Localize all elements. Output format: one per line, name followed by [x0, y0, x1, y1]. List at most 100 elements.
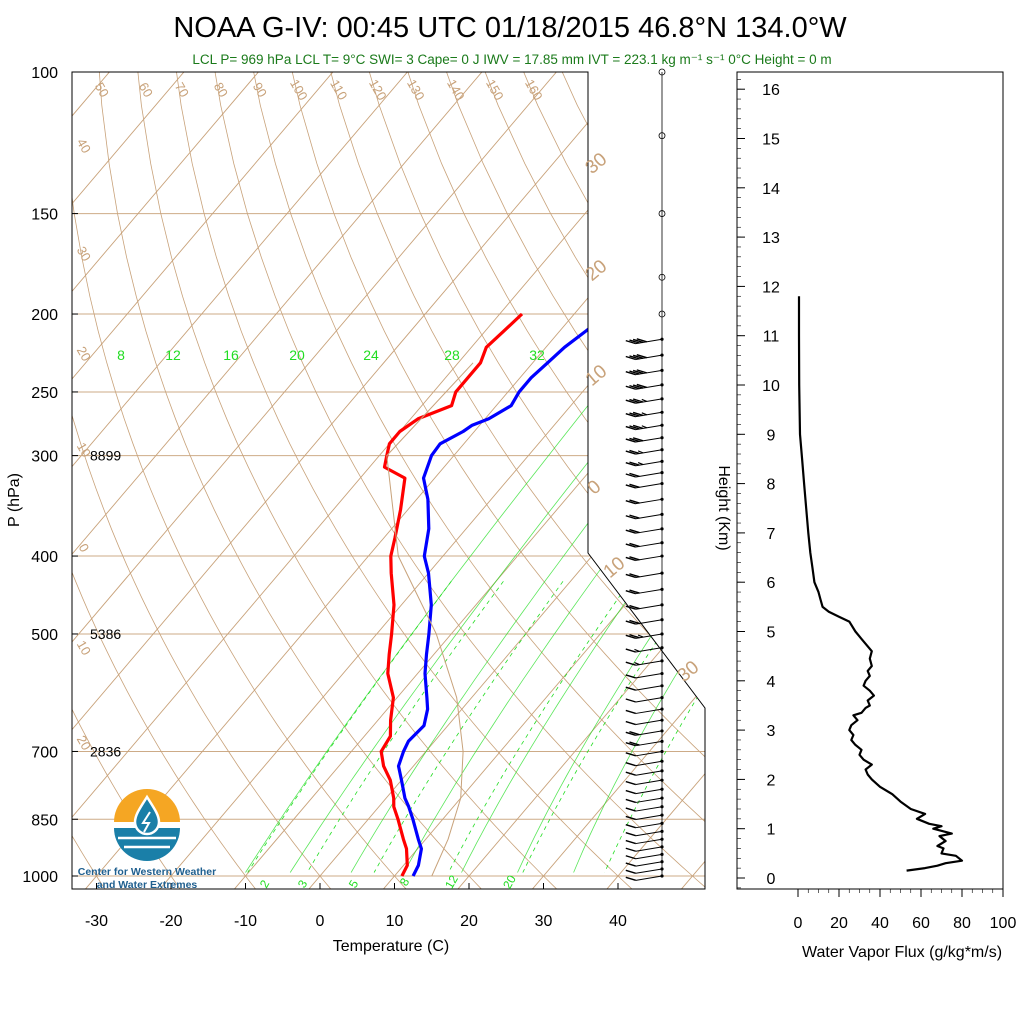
barb-flag [625, 798, 636, 804]
flux-y-tick-label: 13 [762, 230, 780, 247]
cw3e-logo: Center for Western Weather and Water Ext… [78, 789, 216, 891]
dry-adiabat-line [395, 72, 705, 889]
barb-flag [625, 399, 636, 404]
wind-barb [625, 813, 664, 821]
barb-dot [660, 813, 664, 817]
barb-flag [629, 483, 640, 488]
wind-barbs [625, 68, 666, 882]
barb-dot [660, 459, 664, 463]
barb-flag [625, 499, 636, 505]
barb-staff [635, 472, 663, 478]
isotherm-label: 120 [366, 77, 390, 103]
wind-barb [625, 659, 664, 666]
wind-barb [625, 337, 664, 345]
barb-flag [636, 369, 647, 374]
adiabat-label-right: 10 [600, 553, 630, 583]
adiabat-label-right: 10 [582, 361, 612, 391]
barb-staff [635, 853, 663, 860]
wind-barb [625, 383, 664, 390]
barb-flag [625, 529, 636, 534]
barb-flag [636, 354, 647, 359]
isotherm-line [72, 72, 216, 889]
mixing-ratio-label-lower: 2 [257, 877, 273, 890]
barb-flag [625, 869, 636, 874]
barb-flag [629, 398, 640, 404]
isotherm-line [305, 72, 705, 889]
barb-flag [629, 573, 640, 578]
dry-adiabat-line [72, 72, 184, 889]
wind-barb [625, 618, 664, 625]
barb-staff [635, 875, 663, 881]
flux-x-tick-label: 0 [794, 915, 803, 932]
barb-staff [635, 846, 663, 852]
isotherm-line [454, 72, 705, 889]
calm-wind-marker [658, 68, 666, 76]
wind-barb [625, 527, 664, 534]
mixing-ratio-label: 16 [223, 347, 239, 363]
barb-flag [629, 604, 640, 610]
adiabat-label-right: 30 [674, 657, 704, 687]
barb-staff [635, 868, 663, 874]
barb-dot [660, 632, 664, 636]
barb-flag [625, 815, 636, 821]
barb-flag [625, 789, 636, 795]
wind-barb [625, 571, 664, 579]
barb-flag [625, 847, 636, 852]
flux-x-tick-label: 80 [953, 915, 971, 932]
isotherm-line [528, 72, 705, 889]
barb-staff [635, 369, 663, 376]
barb-flag [625, 412, 636, 418]
barb-staff [635, 338, 663, 345]
isotherm-label: 140 [444, 77, 468, 103]
barb-flag [632, 338, 644, 344]
barb-staff [635, 633, 663, 639]
barb-staff [635, 604, 663, 610]
height-annotation: 8899 [90, 448, 121, 464]
dry-adiabat-line [657, 72, 705, 889]
flux-y-tick-label: 14 [762, 181, 780, 198]
barb-dot [660, 837, 664, 841]
isotherm-line [753, 35, 1024, 893]
barb-dot [660, 718, 664, 722]
barb-dot [660, 729, 664, 733]
skew-t-axes: -30 -20 -10 0 10 20 30 401001502002503004005007… [22, 65, 627, 930]
barb-flag [625, 484, 636, 489]
barb-staff [635, 814, 663, 820]
flux-y-tick-label: 10 [762, 378, 780, 395]
dry-adiabat-line [96, 72, 486, 889]
barb-staff [635, 555, 663, 561]
barb-flag [629, 412, 640, 417]
barb-dot [660, 778, 664, 782]
dry-adiabat-line [245, 72, 705, 889]
dry-adiabat-line [470, 72, 705, 889]
y-tick-label: 400 [31, 549, 58, 566]
barb-flag [625, 556, 636, 562]
y-tick-label: 300 [31, 449, 58, 466]
dewpoint-profile [396, 312, 609, 877]
barb-flag [625, 573, 636, 579]
height-annotation: 2836 [90, 743, 121, 759]
barb-flag [629, 461, 640, 466]
barb-flag [632, 369, 644, 375]
wind-barb [625, 410, 664, 418]
barb-dot [660, 618, 664, 622]
barb-flag [629, 355, 640, 360]
wind-barb [625, 739, 664, 747]
barb-dot [660, 397, 664, 401]
flux-x-tick-label: 60 [912, 915, 930, 932]
barb-dot [660, 368, 664, 372]
barb-flag [625, 862, 636, 867]
barb-dot [660, 707, 664, 711]
barb-flag [625, 450, 636, 455]
barb-flag [632, 398, 644, 403]
isotherm-line [72, 72, 291, 889]
wind-barb [625, 778, 664, 786]
barb-flag [629, 528, 640, 534]
wind-barb [625, 397, 664, 404]
mixing-ratio-label: 28 [444, 347, 460, 363]
x-tick-label: 30 [535, 913, 553, 930]
mixing-ratio-line [289, 362, 668, 873]
barb-flag [629, 589, 640, 594]
mixing-ratio-line [403, 362, 705, 873]
